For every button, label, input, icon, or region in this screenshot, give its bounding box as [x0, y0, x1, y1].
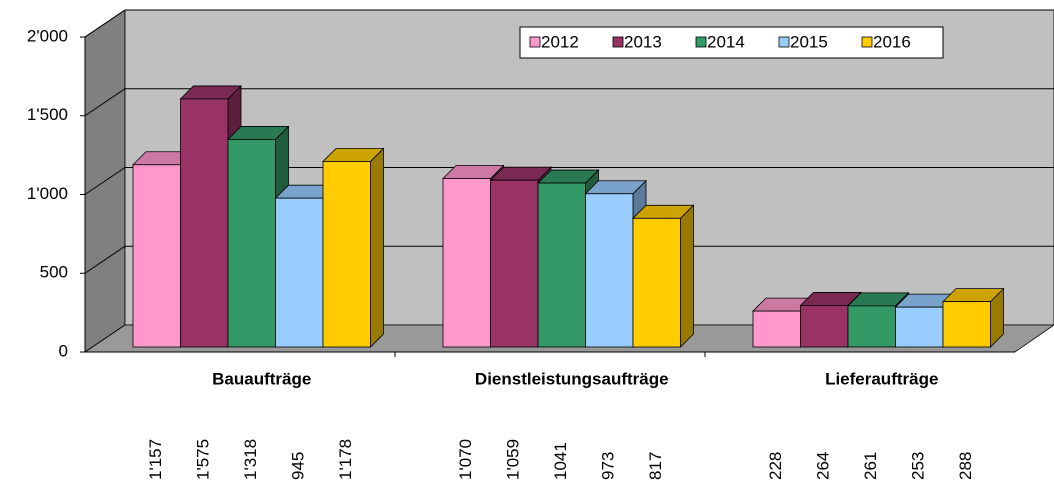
legend-swatch	[695, 36, 707, 48]
bar-front	[442, 178, 491, 348]
value-label: 1'318	[241, 439, 260, 480]
value-label: 973	[599, 452, 618, 480]
value-label: 228	[766, 452, 785, 480]
y-tick-label: 0	[59, 341, 68, 360]
bar-front	[275, 197, 324, 348]
bar-front	[132, 164, 181, 348]
value-label: 253	[909, 452, 928, 480]
bar-front	[632, 217, 681, 348]
legend-swatch	[529, 36, 541, 48]
bar-front	[537, 182, 586, 348]
bar-side	[370, 147, 384, 348]
legend-label: 2014	[707, 32, 745, 51]
bar-front	[800, 305, 849, 348]
bar-front	[180, 98, 229, 348]
value-label: 264	[814, 452, 833, 480]
grid-line	[84, 245, 1054, 274]
bar-front	[490, 179, 539, 348]
bar	[322, 147, 385, 348]
bar-front	[227, 139, 276, 348]
value-label: 1'070	[456, 439, 475, 480]
legend-swatch	[861, 36, 873, 48]
legend-label: 2016	[873, 32, 911, 51]
bar-front	[895, 306, 944, 348]
y-tick-label: 500	[40, 263, 68, 282]
bar-front	[585, 193, 634, 348]
bar-front	[752, 310, 801, 348]
legend-swatch	[778, 36, 790, 48]
value-label: 1'059	[504, 439, 523, 480]
value-label: 1'178	[336, 439, 355, 480]
legend-swatch	[612, 36, 624, 48]
value-label: 817	[646, 452, 665, 480]
x-tick-label: Dienstleistungsaufträge	[475, 369, 669, 388]
y-tick-label: 1'500	[27, 105, 68, 124]
grid-line	[84, 167, 1054, 195]
bar-front	[942, 301, 991, 348]
grid-line	[84, 9, 1054, 38]
x-tick-label: Lieferaufträge	[825, 369, 938, 388]
grid-line	[84, 88, 1054, 117]
value-label: 288	[956, 452, 975, 480]
value-label: 1'157	[146, 439, 165, 480]
legend-label: 2013	[624, 32, 662, 51]
value-label: 1041	[551, 442, 570, 480]
legend: 2012 2013 2014 2015 2016	[519, 26, 944, 59]
legend-box	[519, 26, 944, 59]
bar-front	[322, 161, 371, 348]
legend-label: 2015	[790, 32, 828, 51]
value-label: 945	[289, 452, 308, 480]
x-tick-label: Bauaufträge	[212, 369, 311, 388]
bar	[942, 287, 1005, 348]
value-label: 1'575	[194, 439, 213, 480]
bar-side	[680, 204, 694, 348]
y-tick-label: 2'000	[27, 26, 68, 45]
bar	[632, 204, 695, 348]
y-tick-label: 1'000	[27, 184, 68, 203]
bar-front	[847, 305, 896, 348]
legend-label: 2012	[541, 32, 579, 51]
value-label: 261	[861, 452, 880, 480]
